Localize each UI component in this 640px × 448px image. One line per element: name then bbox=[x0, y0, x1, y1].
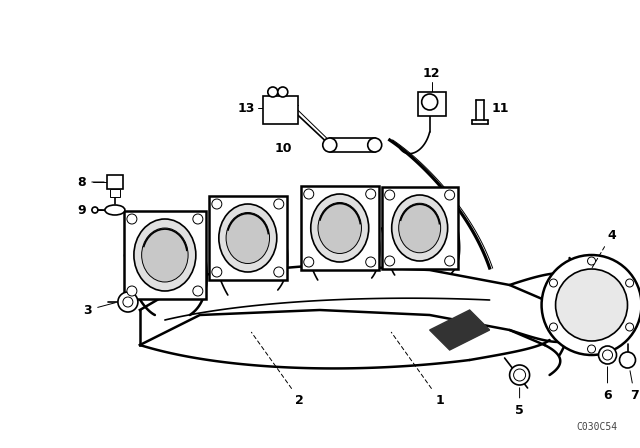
Circle shape bbox=[626, 279, 634, 287]
Circle shape bbox=[274, 267, 284, 277]
Bar bbox=[418, 92, 445, 116]
Circle shape bbox=[123, 297, 133, 307]
Bar bbox=[263, 96, 298, 124]
Ellipse shape bbox=[134, 219, 196, 291]
Circle shape bbox=[556, 269, 627, 341]
Ellipse shape bbox=[422, 94, 438, 110]
Text: 7: 7 bbox=[630, 371, 639, 401]
Circle shape bbox=[268, 87, 278, 97]
Circle shape bbox=[212, 267, 222, 277]
Circle shape bbox=[445, 256, 454, 266]
Circle shape bbox=[385, 256, 395, 266]
Text: 2: 2 bbox=[252, 332, 304, 406]
Circle shape bbox=[278, 87, 288, 97]
Ellipse shape bbox=[318, 202, 362, 254]
Circle shape bbox=[127, 214, 137, 224]
Ellipse shape bbox=[392, 195, 447, 261]
Bar bbox=[124, 211, 206, 299]
Text: 3: 3 bbox=[84, 303, 115, 316]
Circle shape bbox=[620, 352, 636, 368]
Text: 13: 13 bbox=[237, 102, 255, 115]
Text: 9: 9 bbox=[77, 203, 102, 216]
Circle shape bbox=[550, 279, 557, 287]
Circle shape bbox=[127, 286, 137, 296]
Circle shape bbox=[193, 286, 203, 296]
Text: 6: 6 bbox=[604, 367, 612, 401]
Circle shape bbox=[626, 323, 634, 331]
Circle shape bbox=[588, 257, 596, 265]
Text: 4: 4 bbox=[591, 228, 616, 270]
Ellipse shape bbox=[219, 204, 276, 272]
Circle shape bbox=[365, 189, 376, 199]
Circle shape bbox=[550, 323, 557, 331]
Circle shape bbox=[602, 350, 612, 360]
Circle shape bbox=[274, 199, 284, 209]
Ellipse shape bbox=[226, 212, 269, 263]
Ellipse shape bbox=[125, 235, 205, 285]
Circle shape bbox=[509, 365, 529, 385]
Circle shape bbox=[445, 190, 454, 200]
Bar bbox=[381, 187, 458, 269]
Bar bbox=[107, 175, 123, 189]
Circle shape bbox=[365, 257, 376, 267]
Circle shape bbox=[541, 255, 640, 355]
Text: 1: 1 bbox=[391, 332, 444, 406]
Bar bbox=[209, 196, 287, 280]
Ellipse shape bbox=[92, 207, 98, 213]
Ellipse shape bbox=[105, 205, 125, 215]
Text: 11: 11 bbox=[492, 102, 509, 115]
Ellipse shape bbox=[368, 138, 381, 152]
Circle shape bbox=[304, 189, 314, 199]
Ellipse shape bbox=[323, 138, 337, 152]
Ellipse shape bbox=[311, 194, 369, 262]
Bar bbox=[110, 189, 120, 197]
Text: 12: 12 bbox=[423, 67, 440, 80]
Text: 5: 5 bbox=[515, 388, 524, 417]
Circle shape bbox=[588, 345, 596, 353]
Bar bbox=[301, 186, 379, 270]
Circle shape bbox=[212, 199, 222, 209]
Ellipse shape bbox=[141, 228, 188, 282]
Ellipse shape bbox=[399, 203, 441, 253]
Circle shape bbox=[385, 190, 395, 200]
Ellipse shape bbox=[132, 212, 204, 258]
Circle shape bbox=[118, 292, 138, 312]
Text: 8: 8 bbox=[77, 176, 104, 189]
Circle shape bbox=[193, 214, 203, 224]
Text: 10: 10 bbox=[275, 142, 292, 155]
Bar bbox=[330, 138, 374, 152]
Text: C030C54: C030C54 bbox=[577, 422, 618, 432]
Polygon shape bbox=[429, 310, 490, 350]
Circle shape bbox=[598, 346, 616, 364]
Circle shape bbox=[304, 257, 314, 267]
Circle shape bbox=[513, 369, 525, 381]
